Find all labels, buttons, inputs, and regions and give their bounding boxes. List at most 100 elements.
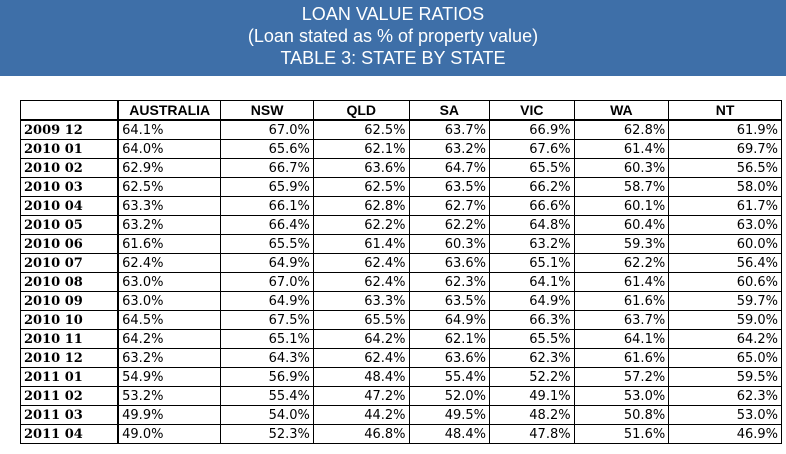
header-banner: LOAN VALUE RATIOS (Loan stated as % of p…	[0, 0, 786, 76]
table-cell: 63.5%	[408, 291, 491, 311]
table-cell: 63.0%	[117, 291, 222, 311]
table-cell: 57.2%	[573, 367, 670, 387]
table-title: TABLE 3: STATE BY STATE	[280, 48, 506, 68]
table-cell: 63.0%	[668, 215, 782, 235]
table-cell: 59.3%	[573, 234, 670, 254]
table-cell: 65.6%	[220, 139, 314, 159]
table-cell: 67.6%	[489, 139, 575, 159]
table-cell: 61.4%	[573, 139, 670, 159]
table-row: 2010 11 64.2% 65.1% 64.2% 62.1% 65.5% 64.1% 64.…	[20, 329, 782, 349]
table-cell: 52.2%	[489, 367, 575, 387]
table-cell: 59.5%	[668, 367, 782, 387]
table-cell: 62.8%	[573, 119, 670, 140]
table-row: 2010 04 63.3% 66.1% 62.8% 62.7% 66.6% 60.1% 61.…	[20, 196, 782, 216]
table-cell: 63.6%	[312, 158, 410, 178]
column-header-nt: NT	[668, 100, 782, 121]
column-header-vic: VIC	[489, 100, 575, 121]
table-cell: 49.9%	[117, 405, 222, 425]
table-cell: 67.5%	[220, 310, 314, 330]
table-cell: 62.5%	[117, 177, 222, 197]
column-header-sa: SA	[408, 100, 491, 121]
table-cell: 66.4%	[220, 215, 314, 235]
table-cell: 66.2%	[489, 177, 575, 197]
table-cell: 62.4%	[312, 272, 410, 292]
table-cell: 60.4%	[573, 215, 670, 235]
table-cell: 62.4%	[312, 253, 410, 273]
row-period-label: 2011 02	[20, 386, 120, 406]
table-cell: 60.3%	[573, 158, 670, 178]
page-title: LOAN VALUE RATIOS	[301, 4, 485, 24]
table-cell: 62.3%	[668, 386, 782, 406]
table-cell: 62.4%	[117, 253, 222, 273]
table-cell: 64.1%	[117, 119, 222, 140]
row-period-label: 2011 04	[20, 424, 120, 444]
table-cell: 63.2%	[117, 215, 222, 235]
table-cell: 47.2%	[312, 386, 410, 406]
table-cell: 59.0%	[668, 310, 782, 330]
row-period-label: 2010 02	[20, 158, 120, 178]
table-cell: 62.4%	[312, 348, 410, 368]
table-cell: 65.0%	[668, 348, 782, 368]
table-row: 2010 06 61.6% 65.5% 61.4% 60.3% 63.2% 59.3% 60.…	[20, 234, 782, 254]
table-cell: 65.9%	[220, 177, 314, 197]
row-period-label: 2010 06	[20, 234, 120, 254]
row-period-label: 2011 01	[20, 367, 120, 387]
column-header-australia: AUSTRALIA	[117, 100, 222, 121]
table-cell: 54.9%	[117, 367, 222, 387]
table-cell: 63.5%	[408, 177, 491, 197]
table-cell: 64.9%	[220, 253, 314, 273]
table-cell: 64.1%	[573, 329, 670, 349]
table-cell: 62.3%	[408, 272, 491, 292]
table-cell: 61.9%	[668, 119, 782, 140]
table-cell: 62.9%	[117, 158, 222, 178]
table-cell: 63.0%	[117, 272, 222, 292]
table-cell: 64.3%	[220, 348, 314, 368]
table-row: 2010 08 63.0% 67.0% 62.4% 62.3% 64.1% 61.4% 60.…	[20, 272, 782, 292]
table-cell: 49.5%	[408, 405, 491, 425]
loan-value-ratio-table: AUSTRALIA NSW QLD SA VIC WA NT 2009 12 64…	[20, 100, 782, 444]
table-cell: 51.6%	[573, 424, 670, 444]
table-cell: 65.1%	[220, 329, 314, 349]
table-cell: 64.2%	[668, 329, 782, 349]
table-cell: 62.1%	[312, 139, 410, 159]
page-subtitle: (Loan stated as % of property value)	[247, 26, 539, 46]
table-cell: 60.0%	[668, 234, 782, 254]
table-cell: 58.7%	[573, 177, 670, 197]
row-period-label: 2010 04	[20, 196, 120, 216]
table-body: 2009 12 64.1% 67.0% 62.5% 63.7% 66.9% 62.8% 61.…	[20, 119, 782, 444]
table-cell: 61.4%	[573, 272, 670, 292]
column-header-nsw: NSW	[220, 100, 314, 121]
table-cell: 52.0%	[408, 386, 491, 406]
row-period-label: 2010 08	[20, 272, 120, 292]
table-cell: 65.5%	[489, 329, 575, 349]
row-period-label: 2010 12	[20, 348, 120, 368]
table-cell: 48.4%	[312, 367, 410, 387]
table-cell: 66.7%	[220, 158, 314, 178]
table-cell: 65.1%	[489, 253, 575, 273]
table-cell: 64.2%	[117, 329, 222, 349]
table-cell: 64.8%	[489, 215, 575, 235]
column-header-qld: QLD	[312, 100, 410, 121]
row-period-label: 2009 12	[20, 119, 120, 140]
table-cell: 48.4%	[408, 424, 491, 444]
table-cell: 44.2%	[312, 405, 410, 425]
table-cell: 67.0%	[220, 272, 314, 292]
table-cell: 56.4%	[668, 253, 782, 273]
table-row: 2010 12 63.2% 64.3% 62.4% 63.6% 62.3% 61.6% 65.…	[20, 348, 782, 368]
table-cell: 63.7%	[408, 119, 491, 140]
table-cell: 53.0%	[573, 386, 670, 406]
table-cell: 65.5%	[489, 158, 575, 178]
table-cell: 61.6%	[573, 348, 670, 368]
row-period-label: 2010 03	[20, 177, 120, 197]
table-row: 2011 04 49.0% 52.3% 46.8% 48.4% 47.8% 51.6% 46.…	[20, 424, 782, 444]
table-cell: 67.0%	[220, 119, 314, 140]
table-row: 2009 12 64.1% 67.0% 62.5% 63.7% 66.9% 62.8% 61.…	[20, 119, 782, 140]
table-row: 2011 02 53.2% 55.4% 47.2% 52.0% 49.1% 53.0% 62.…	[20, 386, 782, 406]
table-row: 2011 01 54.9% 56.9% 48.4% 55.4% 52.2% 57.2% 59.…	[20, 367, 782, 387]
table-cell: 64.9%	[220, 291, 314, 311]
row-period-label: 2010 11	[20, 329, 120, 349]
table-cell: 64.5%	[117, 310, 222, 330]
table-cell: 62.1%	[408, 329, 491, 349]
table-cell: 62.2%	[312, 215, 410, 235]
table-cell: 60.3%	[408, 234, 491, 254]
